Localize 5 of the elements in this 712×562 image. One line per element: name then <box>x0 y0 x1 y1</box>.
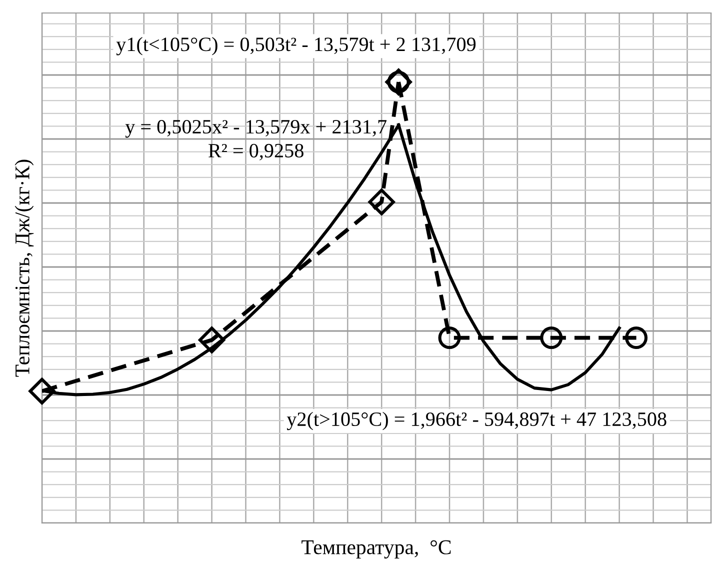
annotation: y = 0,5025x² - 13,579x + 2131,7 R² = 0,9258 <box>125 120 387 160</box>
annotation: y2(t>105°C) = 1,966t² - 594,897t + 47 123,508 <box>286 412 666 430</box>
text: y1(t<105°C) = 0,503t² - 13,579t + 2 131,709 <box>116 36 476 56</box>
x-axis-title: Температура, °C <box>302 540 451 559</box>
y-axis-title: Теплоємність, Дж/(кг·К) <box>14 160 34 377</box>
